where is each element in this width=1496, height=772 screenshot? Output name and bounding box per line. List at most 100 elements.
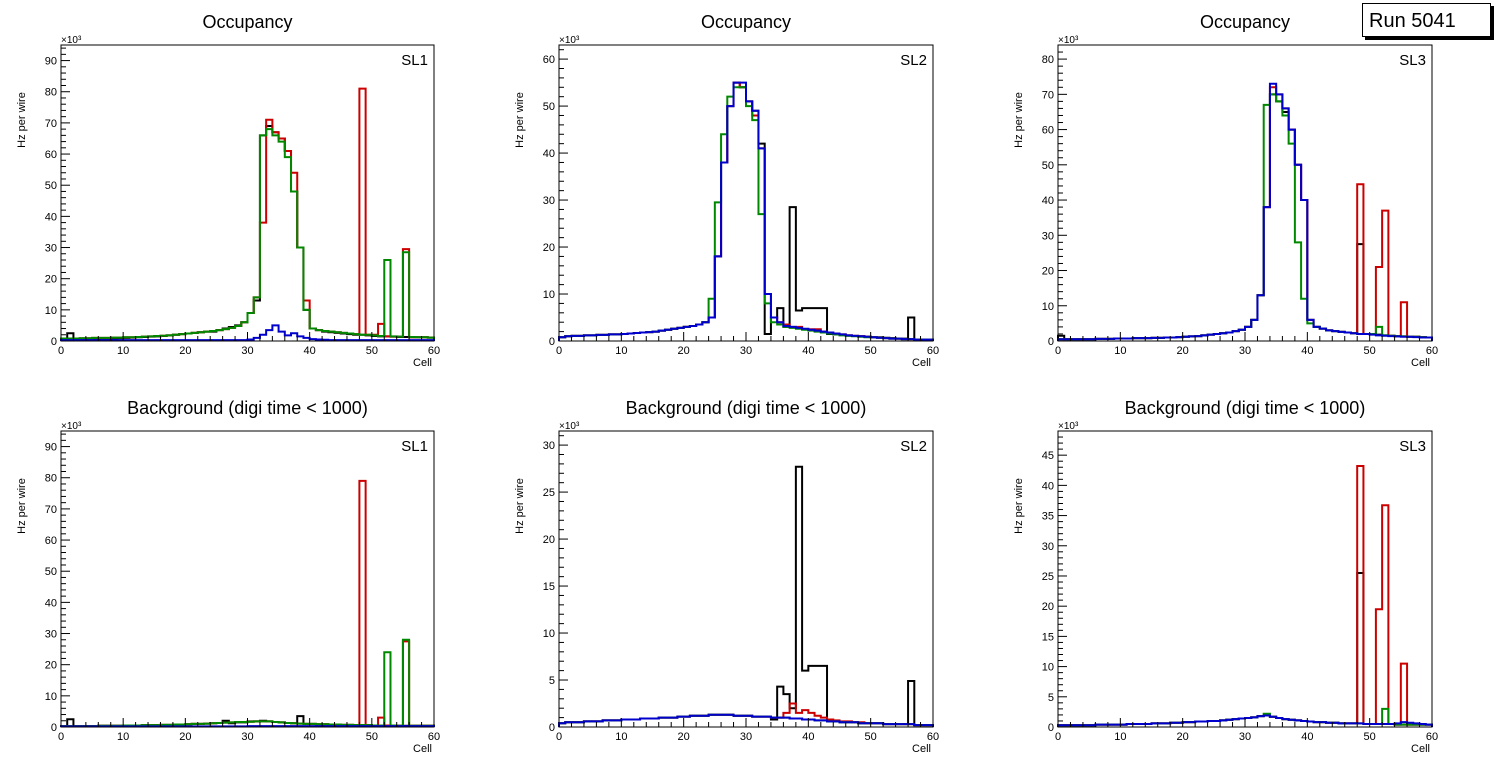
y-tick-label: 15 [543, 581, 555, 593]
series-layer2 [558, 81, 934, 341]
y-tick-label: 20 [45, 660, 57, 672]
y-tick-label: 40 [45, 597, 57, 609]
y-tick-label: 0 [549, 722, 555, 734]
x-axis-label: Cell [912, 743, 931, 755]
x-tick-label: 30 [241, 345, 253, 357]
x-axis-label: Cell [413, 357, 432, 369]
x-tick-label: 60 [927, 345, 939, 357]
x-tick-label: 50 [1364, 731, 1376, 743]
y-tick-label: 5 [1048, 692, 1054, 704]
y-exponent-label: ×10³ [61, 35, 82, 46]
x-tick-label: 0 [1055, 345, 1061, 357]
y-axis-label: Hz per wire [514, 92, 526, 148]
x-tick-label: 10 [1114, 345, 1126, 357]
superlayer-tag: SL2 [900, 52, 927, 69]
y-axis-label: Hz per wire [1013, 92, 1025, 148]
series-layer4 [558, 81, 934, 341]
x-tick-label: 30 [1239, 731, 1251, 743]
x-tick-label: 10 [117, 345, 129, 357]
y-tick-label: 80 [1042, 54, 1054, 66]
x-tick-label: 20 [1177, 345, 1189, 357]
x-tick-label: 0 [58, 345, 64, 357]
y-tick-label: 40 [1042, 195, 1054, 207]
y-tick-label: 0 [1048, 336, 1054, 348]
x-tick-label: 30 [740, 345, 752, 357]
y-tick-label: 30 [543, 195, 555, 207]
y-exponent-label: ×10³ [559, 35, 580, 46]
y-tick-label: 5 [549, 675, 555, 687]
superlayer-tag: SL1 [401, 438, 428, 455]
x-tick-label: 40 [1301, 731, 1313, 743]
x-tick-label: 40 [304, 731, 316, 743]
y-tick-label: 20 [543, 534, 555, 546]
y-tick-label: 50 [45, 180, 57, 192]
superlayer-tag: SL1 [401, 52, 428, 69]
series-layer3 [60, 638, 435, 728]
plot-frame [60, 44, 435, 342]
x-tick-label: 20 [678, 345, 690, 357]
y-tick-label: 30 [543, 440, 555, 452]
y-tick-label: 10 [45, 305, 57, 317]
y-tick-label: 60 [45, 149, 57, 161]
series-layer2 [60, 87, 435, 341]
y-tick-label: 80 [45, 473, 57, 485]
y-tick-label: 60 [45, 535, 57, 547]
y-tick-label: 15 [1042, 631, 1054, 643]
y-exponent-label: ×10³ [61, 421, 82, 432]
x-tick-label: 30 [1239, 345, 1251, 357]
panel-title: Background (digi time < 1000) [1125, 398, 1366, 418]
x-tick-label: 40 [802, 731, 814, 743]
y-axis-label: Hz per wire [16, 478, 28, 534]
y-tick-label: 25 [543, 487, 555, 499]
x-tick-label: 60 [1426, 731, 1438, 743]
x-tick-label: 0 [556, 345, 562, 357]
x-axis-label: Cell [1411, 357, 1430, 369]
x-tick-label: 20 [179, 731, 191, 743]
x-tick-label: 50 [366, 345, 378, 357]
y-tick-label: 70 [45, 118, 57, 130]
y-tick-label: 80 [45, 87, 57, 99]
panel-title: Occupancy [701, 12, 791, 32]
y-tick-label: 10 [543, 628, 555, 640]
x-tick-label: 50 [865, 731, 877, 743]
x-tick-label: 0 [1055, 731, 1061, 743]
x-tick-label: 0 [58, 731, 64, 743]
x-tick-label: 10 [117, 731, 129, 743]
x-tick-label: 20 [179, 345, 191, 357]
superlayer-tag: SL3 [1399, 52, 1426, 69]
x-tick-label: 30 [241, 731, 253, 743]
x-tick-label: 30 [740, 731, 752, 743]
x-tick-label: 50 [865, 345, 877, 357]
superlayer-tag: SL3 [1399, 438, 1426, 455]
series-layer1 [60, 125, 435, 341]
y-exponent-label: ×10³ [1058, 35, 1079, 46]
series-layer2 [60, 479, 435, 728]
y-axis-label: Hz per wire [16, 92, 28, 148]
x-tick-label: 10 [615, 731, 627, 743]
y-tick-label: 10 [45, 691, 57, 703]
y-tick-label: 0 [549, 336, 555, 348]
y-tick-label: 10 [543, 289, 555, 301]
y-tick-label: 60 [543, 54, 555, 66]
x-axis-label: Cell [1411, 743, 1430, 755]
y-axis-label: Hz per wire [514, 478, 526, 534]
y-tick-label: 30 [1042, 541, 1054, 553]
x-tick-label: 60 [927, 731, 939, 743]
y-tick-label: 20 [1042, 601, 1054, 613]
y-tick-label: 10 [1042, 301, 1054, 313]
x-tick-label: 60 [1426, 345, 1438, 357]
x-axis-label: Cell [413, 743, 432, 755]
y-tick-label: 20 [543, 242, 555, 254]
y-tick-label: 35 [1042, 511, 1054, 523]
y-tick-label: 50 [1042, 160, 1054, 172]
series-layer2 [1057, 465, 1433, 727]
series-layer3 [60, 128, 435, 341]
x-tick-label: 20 [678, 731, 690, 743]
series-layer2 [1057, 86, 1433, 341]
x-tick-label: 0 [556, 731, 562, 743]
y-tick-label: 0 [51, 336, 57, 348]
plot-frame [60, 430, 435, 728]
x-tick-label: 10 [615, 345, 627, 357]
